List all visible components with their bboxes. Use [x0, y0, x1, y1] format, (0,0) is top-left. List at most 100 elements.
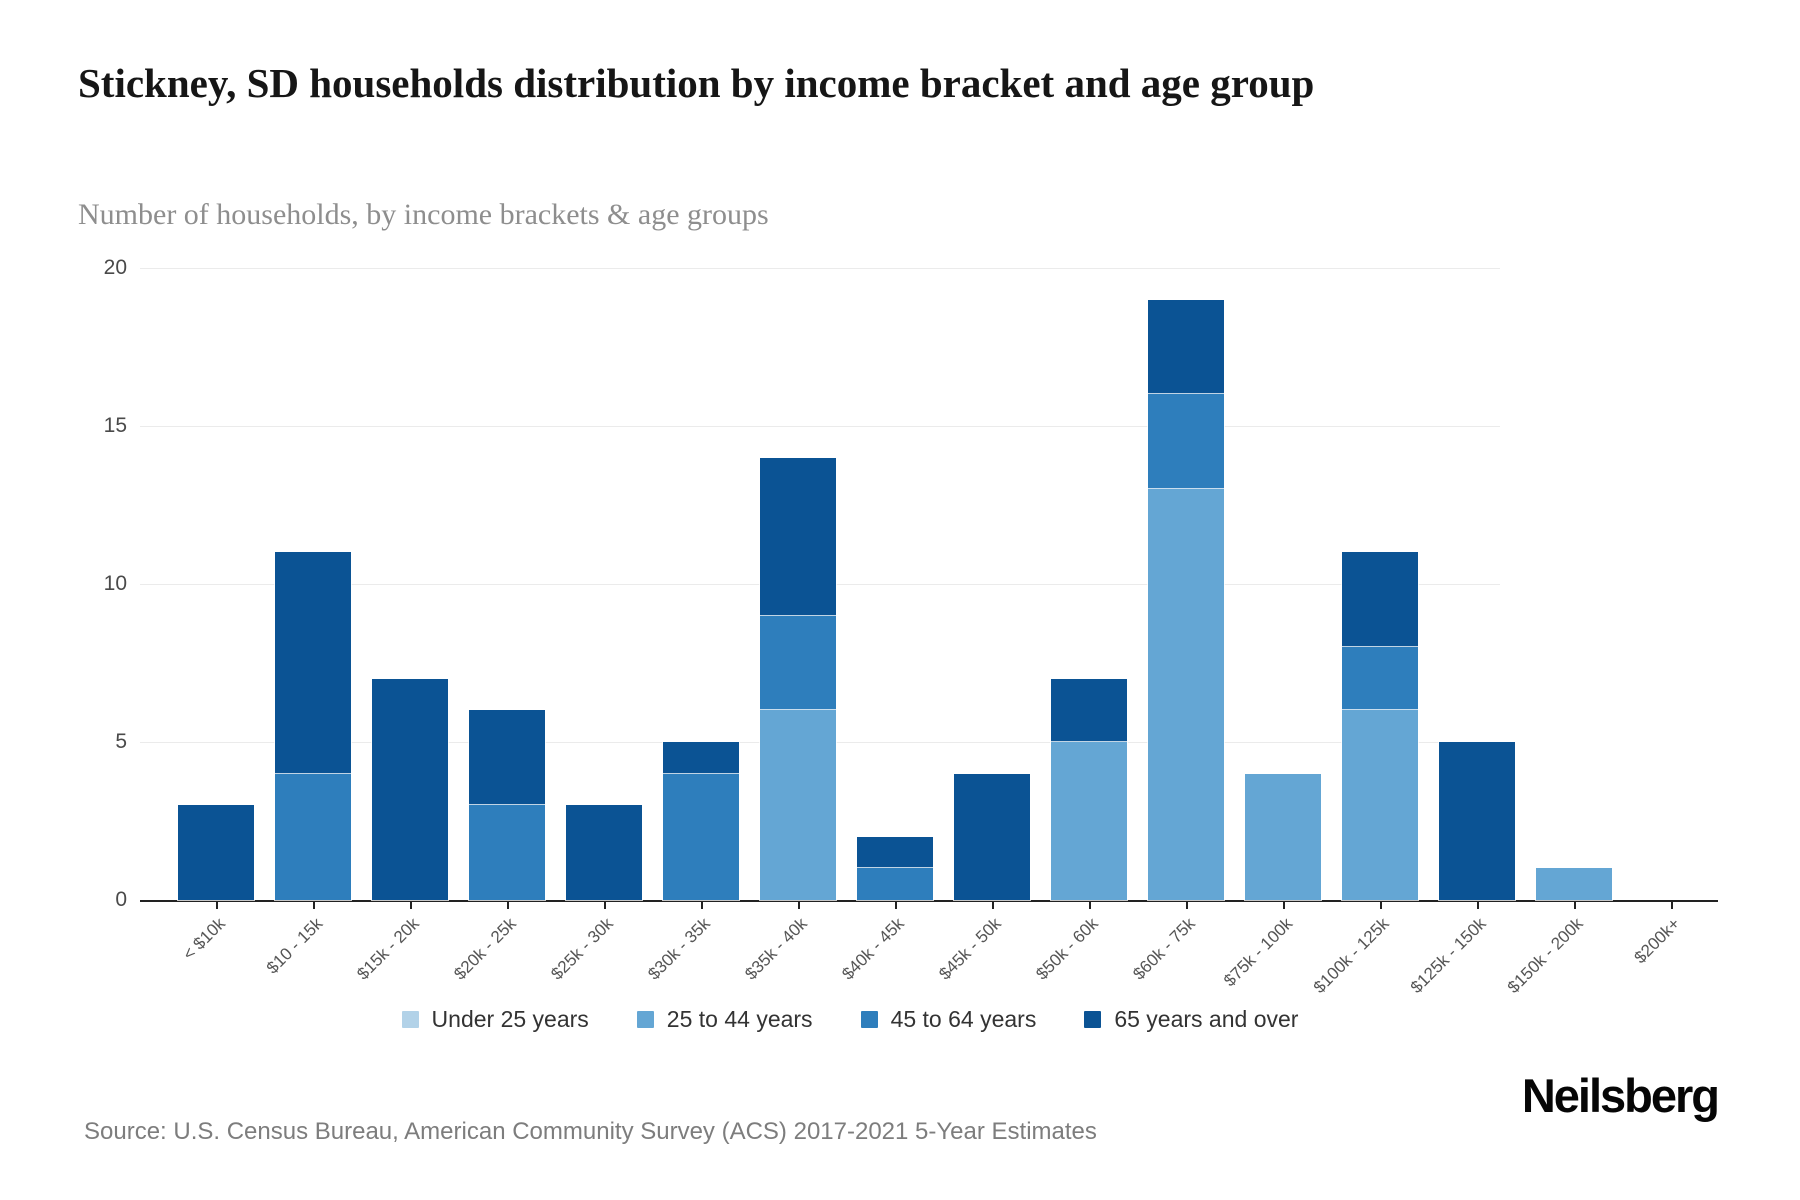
x-axis-tick	[1670, 902, 1673, 909]
plot-area: 0 5 10 15 20 < $10k $10 - 15k $15k - 20k $20k - …	[104, 256, 1719, 997]
x-axis-tick	[1282, 902, 1285, 909]
x-axis-label: $60k - 75k	[1129, 914, 1199, 984]
source-attribution: Source: U.S. Census Bureau, American Com…	[84, 1118, 1097, 1145]
x-axis-label: $10 - 15k	[262, 914, 326, 978]
x-axis-label: $30k - 35k	[644, 914, 714, 984]
x-axis-label: $20k - 25k	[450, 914, 520, 984]
stacked-bar[interactable]	[1341, 552, 1418, 900]
legend-item-under-25[interactable]: Under 25 years	[401, 1006, 589, 1033]
x-axis-tick	[1476, 902, 1479, 909]
bar-slot: $200k+	[1622, 268, 1719, 967]
x-axis-tick	[215, 902, 218, 909]
x-axis-label: $100k - 125k	[1309, 914, 1393, 997]
stacked-bar[interactable]	[274, 552, 351, 900]
legend-swatch	[860, 1011, 878, 1028]
bar-slot: $30k - 35k	[644, 268, 749, 984]
stacked-bar[interactable]	[565, 805, 642, 900]
x-axis-label: $200k+	[1630, 914, 1684, 968]
bar-segment[interactable]	[1050, 678, 1127, 742]
bar-segment[interactable]	[1341, 710, 1418, 900]
bar-slot: $40k - 45k	[838, 268, 943, 984]
bar-segment[interactable]	[1341, 552, 1418, 648]
x-axis-tick	[1088, 902, 1091, 909]
stacked-bar[interactable]	[1438, 742, 1515, 900]
stacked-bar[interactable]	[1050, 678, 1127, 900]
bar-segment[interactable]	[662, 742, 739, 774]
stacked-bar[interactable]	[371, 678, 448, 900]
bar-segment[interactable]	[1244, 773, 1321, 900]
bar-slot: $100k - 125k	[1310, 268, 1428, 997]
x-axis-label: $50k - 60k	[1032, 914, 1102, 984]
x-axis-label: $40k - 45k	[838, 914, 908, 984]
legend-swatch	[1084, 1011, 1102, 1028]
bar-segment[interactable]	[856, 836, 933, 869]
x-axis-tick	[603, 902, 606, 909]
stacked-bar[interactable]	[856, 836, 933, 900]
bar-slot: $35k - 40k	[741, 268, 846, 984]
bar-slot: $15k - 20k	[353, 268, 458, 984]
bar-segment[interactable]	[1050, 742, 1127, 900]
legend-label: 45 to 64 years	[890, 1006, 1037, 1032]
bar-segment[interactable]	[274, 773, 351, 900]
stacked-bar[interactable]	[1535, 868, 1612, 900]
legend-item-65-over[interactable]: 65 years and over	[1084, 1006, 1298, 1033]
y-axis-tick-label: 15	[103, 414, 127, 437]
bar-segment[interactable]	[856, 868, 933, 900]
legend-swatch	[636, 1011, 654, 1028]
y-axis-tick-label: 0	[115, 888, 127, 911]
bar-segment[interactable]	[662, 773, 739, 900]
bar-segment[interactable]	[1147, 299, 1224, 395]
bar-segment[interactable]	[177, 805, 254, 900]
bar-segment[interactable]	[274, 552, 351, 774]
bar-segment[interactable]	[759, 615, 836, 711]
bar-segment[interactable]	[468, 710, 545, 806]
x-axis-label: $35k - 40k	[741, 914, 811, 984]
bar-slot: $125k - 150k	[1407, 268, 1525, 997]
x-axis-tick	[991, 902, 994, 909]
bar-slot: < $10k	[167, 268, 264, 964]
x-axis-tick	[1379, 902, 1382, 909]
x-axis-tick	[409, 902, 412, 909]
bar-segment[interactable]	[759, 457, 836, 616]
stacked-bar[interactable]	[953, 773, 1030, 900]
stacked-bar[interactable]	[662, 742, 739, 900]
stacked-bar[interactable]	[759, 457, 836, 900]
neilsberg-logo: Neilsberg	[1521, 1069, 1720, 1122]
bar-segment[interactable]	[1341, 647, 1418, 711]
bar-segment[interactable]	[759, 710, 836, 900]
x-axis-label: $15k - 20k	[353, 914, 423, 984]
y-axis-tick-label: 20	[103, 256, 127, 279]
bar-segment[interactable]	[1147, 489, 1224, 900]
bar-segment[interactable]	[371, 678, 448, 900]
x-axis-tick	[506, 902, 509, 909]
stacked-bar[interactable]	[177, 805, 254, 900]
legend-item-45-64[interactable]: 45 to 64 years	[860, 1006, 1037, 1033]
stacked-bar[interactable]	[468, 710, 545, 900]
bar-slot: $45k - 50k	[935, 268, 1040, 984]
bar-segment[interactable]	[1147, 394, 1224, 490]
legend-label: Under 25 years	[431, 1006, 589, 1032]
x-axis-tick	[894, 902, 897, 909]
x-axis-label: $125k - 150k	[1406, 914, 1490, 997]
bar-segment[interactable]	[1438, 742, 1515, 900]
x-axis-tick	[700, 902, 703, 909]
legend-label: 25 to 44 years	[666, 1006, 813, 1032]
stacked-bar[interactable]	[1147, 299, 1224, 900]
stacked-bar[interactable]	[1244, 773, 1321, 900]
bar-slot: $75k - 100k	[1220, 268, 1331, 990]
x-axis-tick	[1185, 902, 1188, 909]
bar-segment[interactable]	[1535, 868, 1612, 900]
x-axis-label: < $10k	[179, 914, 229, 964]
bar-slot: $25k - 30k	[547, 268, 652, 984]
x-axis-tick	[312, 902, 315, 909]
y-axis-tick-label: 10	[103, 572, 127, 595]
legend-item-25-44[interactable]: 25 to 44 years	[636, 1006, 813, 1033]
gridline	[140, 426, 1500, 427]
bar-segment[interactable]	[953, 773, 1030, 900]
legend: Under 25 years 25 to 44 years 45 to 64 y…	[0, 1006, 1700, 1033]
x-axis-tick	[1573, 902, 1576, 909]
bar-segment[interactable]	[468, 805, 545, 900]
legend-swatch	[401, 1011, 419, 1028]
bar-segment[interactable]	[565, 805, 642, 900]
